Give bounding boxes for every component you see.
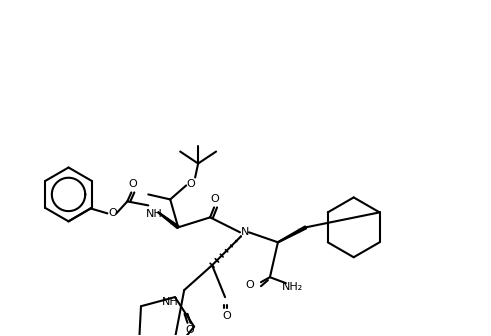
Text: O: O — [246, 280, 254, 290]
Text: O: O — [187, 179, 195, 190]
Text: O: O — [185, 325, 194, 335]
Polygon shape — [158, 212, 179, 228]
Text: NH₂: NH₂ — [282, 282, 303, 292]
Text: O: O — [128, 179, 136, 190]
Text: NH: NH — [162, 297, 178, 307]
Text: NH: NH — [146, 209, 163, 219]
Text: O: O — [108, 208, 117, 218]
Text: N: N — [241, 227, 249, 237]
Text: O: O — [223, 311, 231, 321]
Text: O: O — [211, 195, 219, 204]
Polygon shape — [278, 226, 306, 243]
